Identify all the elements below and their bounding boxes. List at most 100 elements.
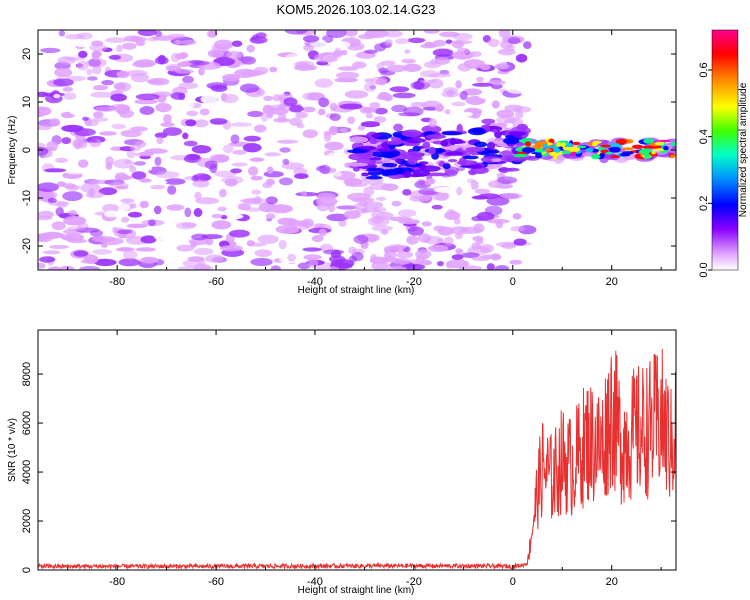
heatmap-blobs [38,30,676,270]
heatmap-cell [468,169,478,176]
heatmap-cell [293,64,317,71]
heatmap-cell [86,76,98,81]
heatmap-cell [359,145,376,151]
heatmap-cell [384,39,393,45]
heatmap-cell [442,87,459,95]
heatmap-cell [428,244,449,252]
heatmap-cell [264,152,281,157]
spectrogram-ticks: -80 -60 -40 -20 0 20 -20 -10 0 10 20 [21,30,676,288]
heatmap-cell [198,67,205,76]
heatmap-cell [222,73,240,82]
heatmap-cell [401,58,416,64]
heatmap-cell [404,162,423,168]
heatmap-cell [38,262,46,269]
heatmap-cell [177,61,192,67]
heatmap-cell [369,138,378,144]
heatmap-cell [297,262,311,270]
heatmap-cell [58,30,66,37]
heatmap-cell [428,118,437,128]
colorbar-tick-label: 0.2 [698,196,710,211]
y-tick-label: 0 [21,147,33,153]
heatmap-cell [444,109,451,115]
heatmap-cell [425,134,447,140]
heatmap-cell [191,175,200,182]
heatmap-cell [463,59,486,69]
heatmap-cell [371,216,384,224]
heatmap-cell [322,249,345,255]
heatmap-cell [329,113,341,121]
heatmap-cell [79,266,101,270]
heatmap-cell [38,210,54,219]
heatmap-cell [431,204,443,210]
heatmap-cell [347,149,369,154]
heatmap-cell [221,114,241,120]
heatmap-cell [447,159,458,163]
heatmap-cell [61,124,84,132]
heatmap-cell [279,147,291,153]
heatmap-cell [185,119,197,127]
x-tick-label: -20 [406,276,422,288]
heatmap-cell [456,47,470,55]
heatmap-cell [570,151,577,157]
heatmap-cell [374,107,388,115]
heatmap-cell [389,86,410,93]
heatmap-cell [457,160,478,166]
heatmap-cell [404,49,411,54]
heatmap-cell [349,136,369,143]
heatmap-cell [521,147,536,153]
heatmap-cell [610,155,621,159]
heatmap-cell [609,146,621,153]
heatmap-cell [421,125,442,134]
heatmap-cell [199,108,210,116]
heatmap-cell [509,259,523,265]
heatmap-cell [515,53,528,63]
heatmap-cell [318,228,327,237]
heatmap-cell [167,185,177,195]
heatmap-cell [465,146,486,153]
heatmap-cell [334,77,359,83]
heatmap-cell [201,234,223,240]
x-tick-label: -40 [307,276,323,288]
heatmap-cell [352,61,367,69]
heatmap-cell [178,82,198,90]
heatmap-cell [507,37,521,45]
heatmap-cell [290,204,305,215]
heatmap-cell [600,144,612,148]
heatmap-cell [174,39,182,45]
heatmap-cell [129,144,142,152]
heatmap-cell [407,226,424,236]
heatmap-cell [230,134,240,144]
heatmap-cell [160,122,175,127]
heatmap-cell [484,205,503,216]
heatmap-cell [670,142,676,147]
heatmap-cell [166,204,185,211]
heatmap-cell [494,130,502,139]
y-tick-label: 8000 [21,362,33,386]
heatmap-cell [93,111,104,119]
heatmap-cell [393,123,404,132]
heatmap-cell [410,101,426,108]
heatmap-cell [286,53,309,61]
heatmap-cell [135,93,160,101]
heatmap-cell [270,265,281,270]
heatmap-cell [284,30,308,35]
heatmap-cell [77,159,89,168]
heatmap-cell [211,220,232,230]
heatmap-cell [357,200,369,206]
heatmap-cell [240,56,256,65]
heatmap-cell [643,153,651,159]
heatmap-cell [505,84,529,94]
heatmap-cell [352,167,360,172]
heatmap-cell [38,91,49,98]
heatmap-cell [435,191,449,202]
heatmap-cell [210,154,230,163]
colorbar-tick-label: 0.4 [698,129,710,144]
heatmap-cell [663,146,669,151]
heatmap-cell [139,151,154,156]
spectrogram-panel: -80 -60 -40 -20 0 20 -20 -10 0 10 20 Height of str… [7,29,677,296]
heatmap-cell [369,182,391,191]
heatmap-cell [101,79,114,86]
heatmap-cell [170,92,185,100]
heatmap-cell [599,152,605,158]
heatmap-cell [395,158,403,163]
